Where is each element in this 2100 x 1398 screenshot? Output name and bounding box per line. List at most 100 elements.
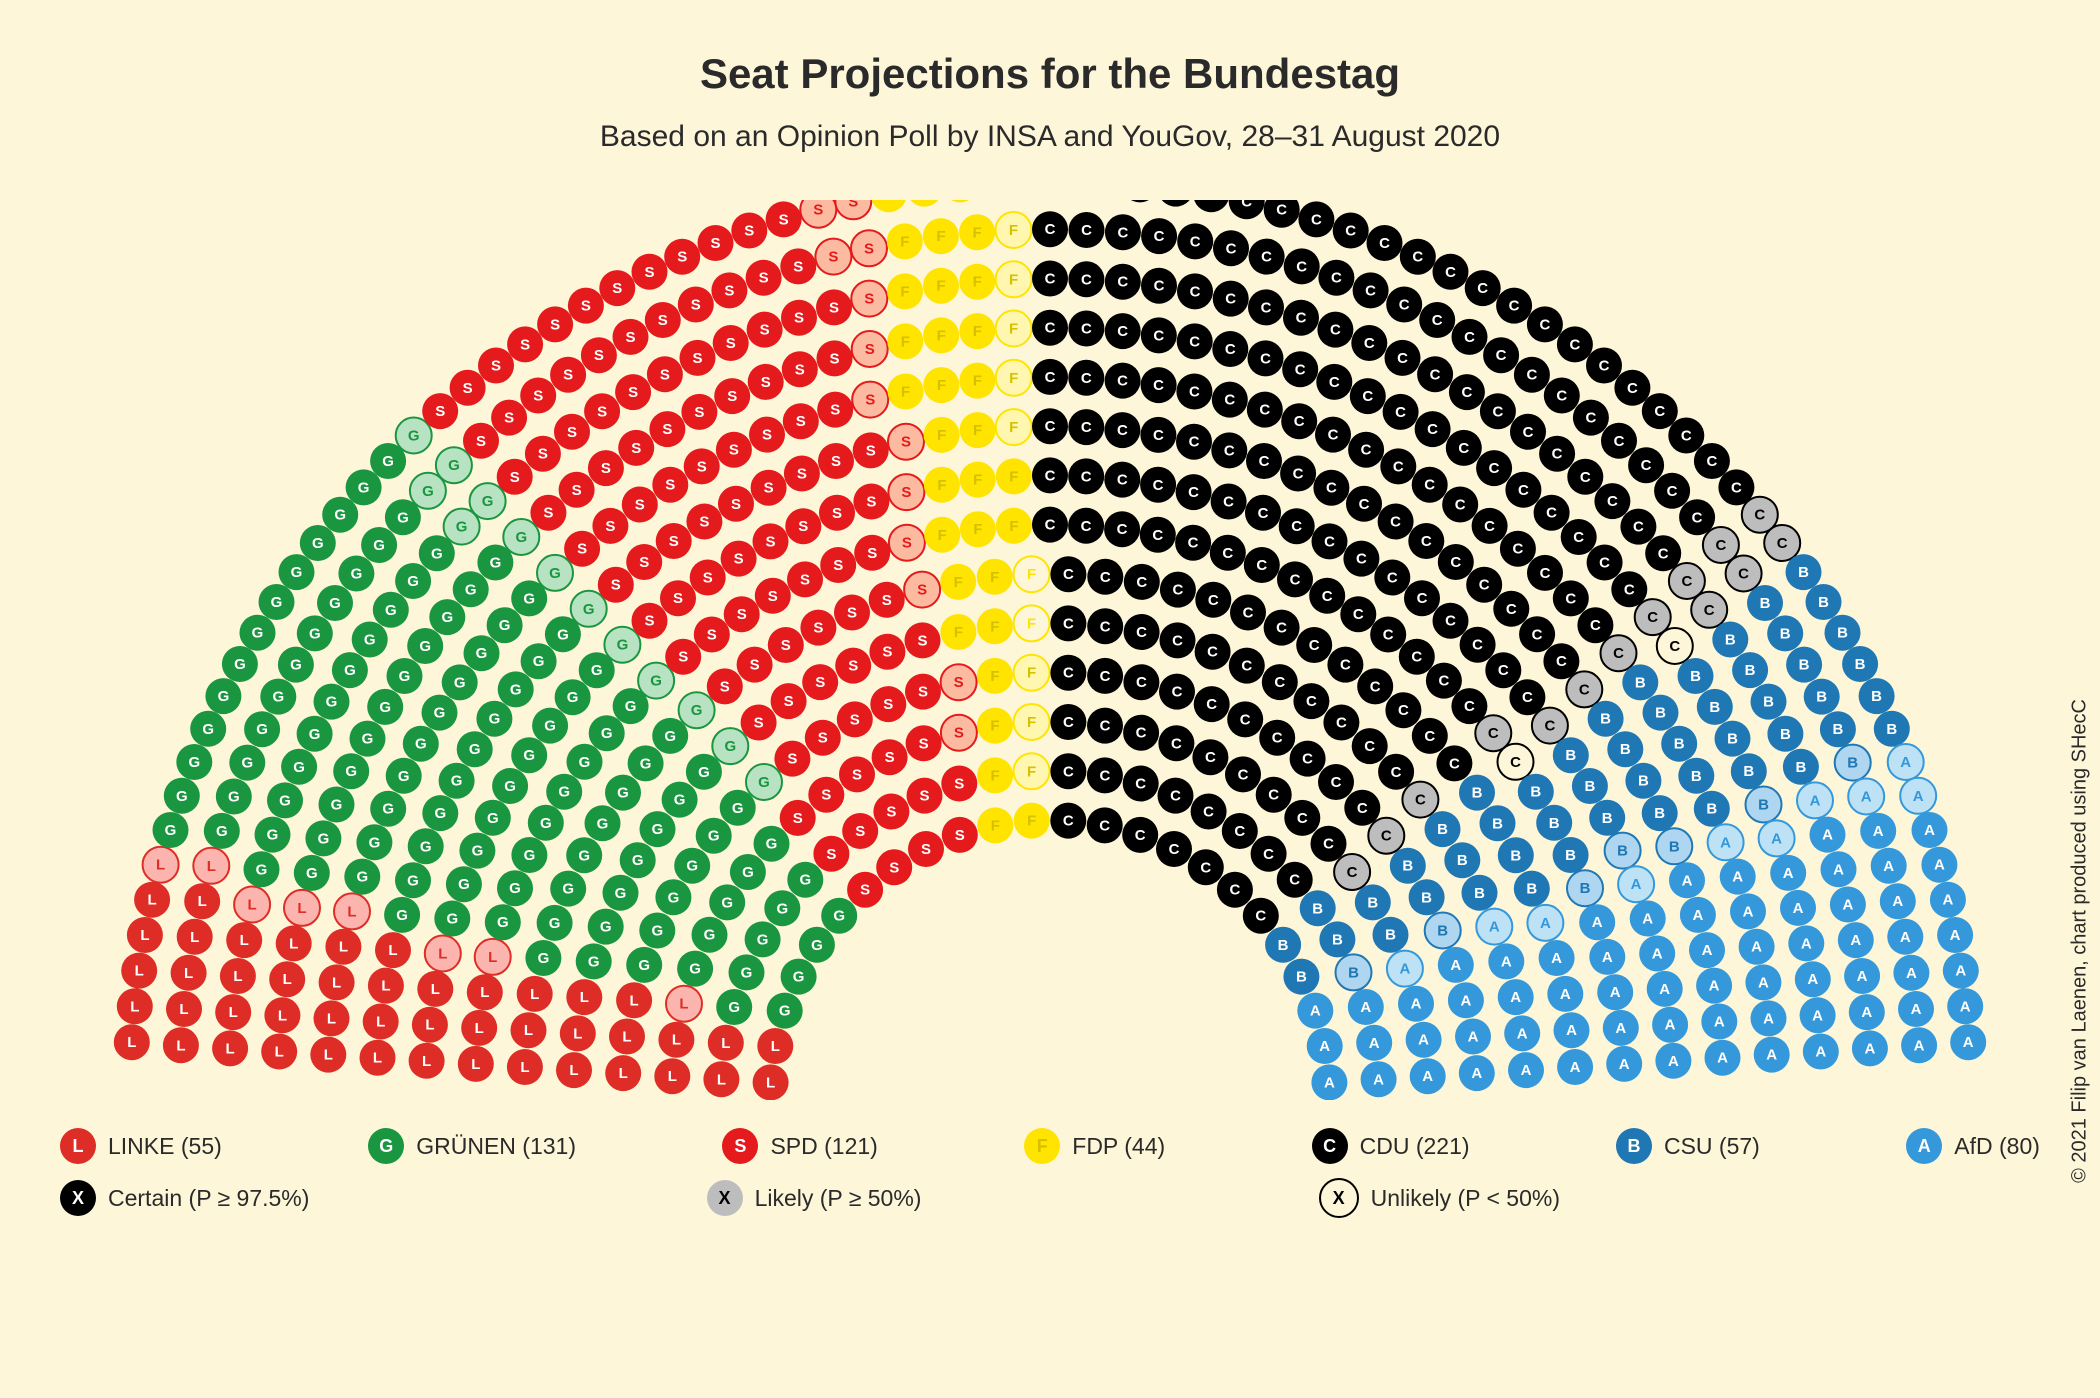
seat-label: C bbox=[1081, 518, 1092, 535]
seat-label: G bbox=[579, 754, 591, 771]
seat-label: A bbox=[1793, 900, 1804, 917]
seat-label: G bbox=[567, 689, 579, 706]
seat-label: G bbox=[651, 923, 663, 940]
seat-label: A bbox=[1501, 953, 1512, 970]
legend-swatch: B bbox=[1616, 1128, 1652, 1164]
seat-label: C bbox=[1331, 774, 1342, 791]
seat-label: F bbox=[884, 200, 893, 203]
seat-label: C bbox=[1484, 518, 1495, 535]
seat-label: C bbox=[1170, 788, 1181, 805]
seat-label: F bbox=[973, 274, 982, 291]
legend-parties: LLINKE (55)GGRÜNEN (131)SSPD (121)FFDP (… bbox=[60, 1128, 2040, 1164]
seat-label: L bbox=[240, 932, 249, 949]
seat-label: C bbox=[1295, 361, 1306, 378]
seat-label: G bbox=[776, 900, 788, 917]
seat-label: A bbox=[1665, 1017, 1676, 1034]
seat-label: C bbox=[1136, 574, 1147, 591]
seat-label: S bbox=[848, 200, 858, 210]
seat-label: C bbox=[1188, 535, 1199, 552]
seat-label: A bbox=[1801, 935, 1812, 952]
seat-label: C bbox=[1565, 590, 1576, 607]
seat-label: F bbox=[937, 377, 946, 394]
seat-label: G bbox=[668, 889, 680, 906]
seat-label: G bbox=[757, 931, 769, 948]
seat-label: B bbox=[1385, 927, 1396, 944]
seat-label: G bbox=[344, 662, 356, 679]
seat-label: C bbox=[1045, 221, 1056, 238]
seat-label: C bbox=[1136, 674, 1147, 691]
seat-label: B bbox=[1763, 694, 1774, 711]
seat-label: C bbox=[1100, 618, 1111, 635]
seat-label: A bbox=[1861, 1004, 1872, 1021]
seat-label: C bbox=[1045, 418, 1056, 435]
seat-label: S bbox=[734, 551, 744, 568]
seat-label: L bbox=[332, 974, 341, 991]
seat-label: A bbox=[1864, 1040, 1875, 1057]
seat-label: F bbox=[1009, 419, 1018, 436]
chart-subtitle: Based on an Opinion Poll by INSA and You… bbox=[0, 120, 2100, 154]
seat-label: G bbox=[345, 763, 357, 780]
seat-label: C bbox=[1136, 624, 1147, 641]
seat-label: C bbox=[1731, 479, 1742, 496]
legend-item-linke: LLINKE (55) bbox=[60, 1128, 222, 1164]
seat-label: C bbox=[1117, 422, 1128, 439]
seat-label: G bbox=[331, 797, 343, 814]
seat-label: A bbox=[1842, 897, 1853, 914]
seat-label: S bbox=[833, 557, 843, 574]
seat-label: C bbox=[1171, 735, 1182, 752]
seat-label: S bbox=[611, 577, 621, 594]
seat-label: G bbox=[456, 519, 468, 536]
seat-label: L bbox=[376, 1014, 385, 1031]
seat-label: S bbox=[852, 766, 862, 783]
legend-item-gruenen: GGRÜNEN (131) bbox=[368, 1128, 576, 1164]
seat-label: C bbox=[1224, 442, 1235, 459]
seat-label: C bbox=[1590, 617, 1601, 634]
seat-label: C bbox=[1357, 800, 1368, 817]
seat-label: S bbox=[855, 823, 865, 840]
seat-label: G bbox=[318, 830, 330, 847]
seat-label: C bbox=[1364, 335, 1375, 352]
seat-label: C bbox=[1667, 483, 1678, 500]
seat-label: G bbox=[549, 565, 561, 582]
seat-label: G bbox=[591, 662, 603, 679]
seat-label: B bbox=[1886, 721, 1897, 738]
seat-label: F bbox=[1009, 271, 1018, 288]
seat-label: C bbox=[1238, 766, 1249, 783]
seat-label: C bbox=[1627, 380, 1638, 397]
seat-label: A bbox=[1873, 823, 1884, 840]
seat-label: B bbox=[1780, 625, 1791, 642]
seat-label: C bbox=[1274, 674, 1285, 691]
seat-label: S bbox=[538, 446, 548, 463]
seat-label: S bbox=[901, 484, 911, 501]
seat-label: L bbox=[679, 996, 688, 1013]
seat-label: C bbox=[1510, 754, 1521, 771]
seat-label: L bbox=[176, 1037, 185, 1054]
seat-label: B bbox=[1709, 699, 1720, 716]
seat-label: C bbox=[1309, 637, 1320, 654]
seat-label: C bbox=[1361, 442, 1372, 459]
seat-label: G bbox=[364, 632, 376, 649]
seat-label: C bbox=[1205, 749, 1216, 766]
seat-label: S bbox=[677, 249, 687, 266]
seat-label: L bbox=[140, 927, 149, 944]
seat-label: C bbox=[1506, 601, 1517, 618]
seat-label: C bbox=[1276, 620, 1287, 637]
seat-label: A bbox=[1682, 872, 1693, 889]
legend-prob-label: Certain (P ≥ 97.5%) bbox=[108, 1185, 309, 1212]
seat-label: C bbox=[1461, 384, 1472, 401]
seat-label: S bbox=[731, 496, 741, 513]
seat-label: C bbox=[1081, 370, 1092, 387]
seat-label: F bbox=[973, 323, 982, 340]
seat-label: S bbox=[594, 347, 604, 364]
seat-label: L bbox=[179, 1001, 188, 1018]
seat-label: B bbox=[1760, 595, 1771, 612]
seat-label: F bbox=[990, 569, 999, 586]
seat-label: F bbox=[954, 574, 963, 591]
seat-label: S bbox=[727, 388, 737, 405]
seat-label: B bbox=[1799, 657, 1810, 674]
seat-label: C bbox=[1364, 738, 1375, 755]
seat-label: F bbox=[1027, 714, 1036, 731]
seat-label: C bbox=[1544, 718, 1555, 735]
seat-label: B bbox=[1600, 711, 1611, 728]
seat-label: F bbox=[973, 224, 982, 241]
